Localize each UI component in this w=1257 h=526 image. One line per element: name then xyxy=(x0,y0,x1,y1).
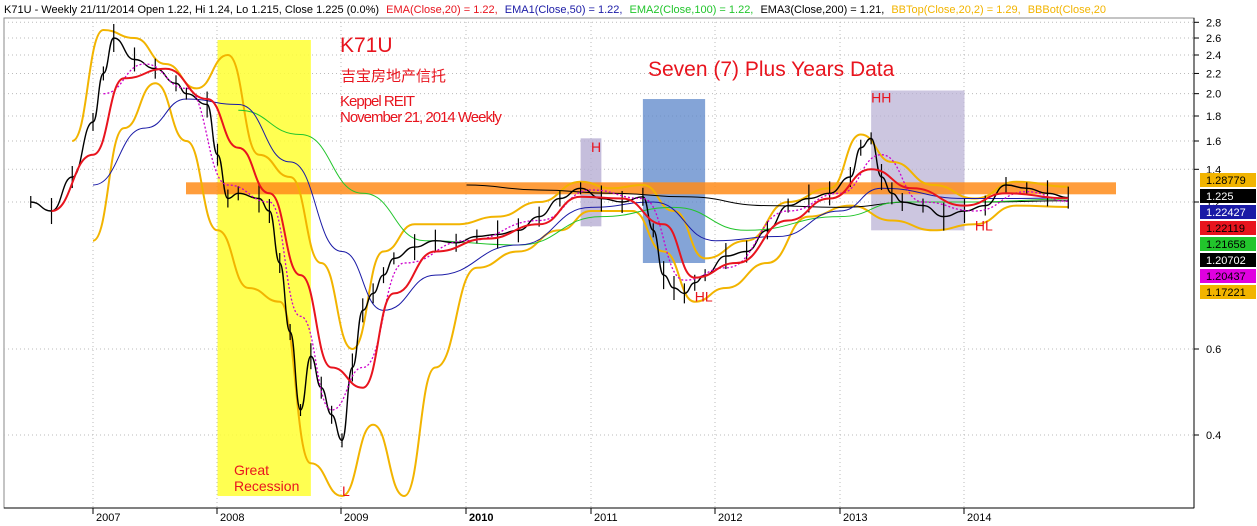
pivot-label-3: HH xyxy=(871,89,891,105)
x-tick-label-0: 2007 xyxy=(96,512,120,524)
y-tick-label-10: 0.4 xyxy=(1206,430,1221,442)
value-tag-bg-6 xyxy=(1200,269,1256,283)
value-tag-4: 1.21658 xyxy=(1206,239,1246,251)
pivot-label-2: HL xyxy=(695,289,713,305)
y-tick-label-9: 0.6 xyxy=(1206,344,1221,356)
value-tag-5: 1.20702 xyxy=(1206,255,1246,267)
x-tick-label-5: 2012 xyxy=(718,512,742,524)
recession-line-1: Great xyxy=(234,462,269,478)
recession-line-2: Recession xyxy=(234,478,299,494)
annotation-name-line1: Keppel REIT xyxy=(340,93,415,110)
series-ema50 xyxy=(92,98,1069,311)
value-tag-2: 1.22427 xyxy=(1206,207,1246,219)
x-tick-label-1: 2008 xyxy=(220,512,244,524)
pivot-label-4: HL xyxy=(975,217,993,233)
header-indicator-ema20: EMA(Close,20) = 1.22, xyxy=(386,4,498,16)
value-tag-bg-4 xyxy=(1200,237,1256,251)
chart-header: K71U - Weekly 21/11/2014 Open 1.22, Hi 1… xyxy=(4,4,1106,16)
y-tick-label-5: 1.8 xyxy=(1206,111,1221,123)
pivot-labels: L H HL HH HL xyxy=(342,89,993,499)
header-indicator-bbbot: BBBot(Close,20 xyxy=(1028,4,1106,16)
y-tick-label-2: 2.4 xyxy=(1206,50,1221,62)
y-tick-label-4: 2.0 xyxy=(1206,89,1221,101)
x-tick-label-7: 2014 xyxy=(967,512,991,524)
header-indicator-ema50: EMA1(Close,50) = 1.22, xyxy=(505,4,623,16)
series-bb_bot xyxy=(92,82,1069,498)
value-tag-7: 1.17221 xyxy=(1206,287,1246,299)
grid-lines xyxy=(4,18,1194,508)
header-indicator-ema100: EMA2(Close,100) = 1.22, xyxy=(630,4,754,16)
region-recession xyxy=(217,40,311,497)
x-tick-label-4: 2011 xyxy=(594,512,618,524)
x-axis-ticks: 2007 2008 2009 2010 2011 2012 2013 2014 xyxy=(92,508,991,524)
value-tag-bg-2 xyxy=(1200,205,1256,219)
y-tick-label-1: 2.6 xyxy=(1206,33,1221,45)
header-summary: K71U - Weekly 21/11/2014 Open 1.22, Hi 1… xyxy=(4,4,379,16)
series-bb_top xyxy=(71,28,1069,351)
header-indicator-ema200: EMA3(Close,200) = 1.21, xyxy=(760,4,884,16)
value-tag-0: 1.28779 xyxy=(1206,175,1246,187)
pivot-label-0: L xyxy=(342,483,350,499)
value-tag-3: 1.22119 xyxy=(1206,223,1245,235)
header-indicator-bbtop: BBTop(Close,20,2) = 1.29, xyxy=(891,4,1020,16)
x-tick-label-2: 2009 xyxy=(344,512,368,524)
value-tag-bg-0 xyxy=(1200,173,1256,187)
series-lines xyxy=(30,24,1069,498)
pivot-label-1: H xyxy=(591,139,601,155)
y-tick-label-6: 1.6 xyxy=(1206,136,1221,148)
value-tag-bg-3 xyxy=(1200,221,1256,235)
value-tag-1: 1.225 xyxy=(1206,191,1234,203)
y-tick-label-3: 2.2 xyxy=(1206,68,1221,80)
value-tag-bg-7 xyxy=(1200,285,1256,299)
right-value-tags: 1.28779 1.225 1.22427 1.22119 1.21658 1.20702… xyxy=(1200,173,1256,299)
value-tag-bg-5 xyxy=(1200,253,1256,267)
shaded-regions xyxy=(217,40,965,497)
annotation-chinese-name: 吉宝房地产信托 xyxy=(341,67,446,85)
annotation-name-line2: November 21, 2014 Weekly xyxy=(340,109,502,126)
annotation-ticker: K71U xyxy=(340,34,393,57)
x-tick-label-6: 2013 xyxy=(843,512,867,524)
annotation-recession: Great Recession xyxy=(234,462,299,494)
series-ma_dotted xyxy=(103,63,1069,411)
x-tick-label-3: 2010 xyxy=(469,512,493,524)
value-tag-bg-1 xyxy=(1200,189,1256,203)
annotation-subtitle: Seven (7) Plus Years Data xyxy=(648,58,895,81)
region-blue xyxy=(642,99,706,264)
series-ema20 xyxy=(51,67,1069,389)
value-tag-6: 1.20437 xyxy=(1206,271,1246,283)
y-tick-label-0: 2.8 xyxy=(1206,17,1221,29)
